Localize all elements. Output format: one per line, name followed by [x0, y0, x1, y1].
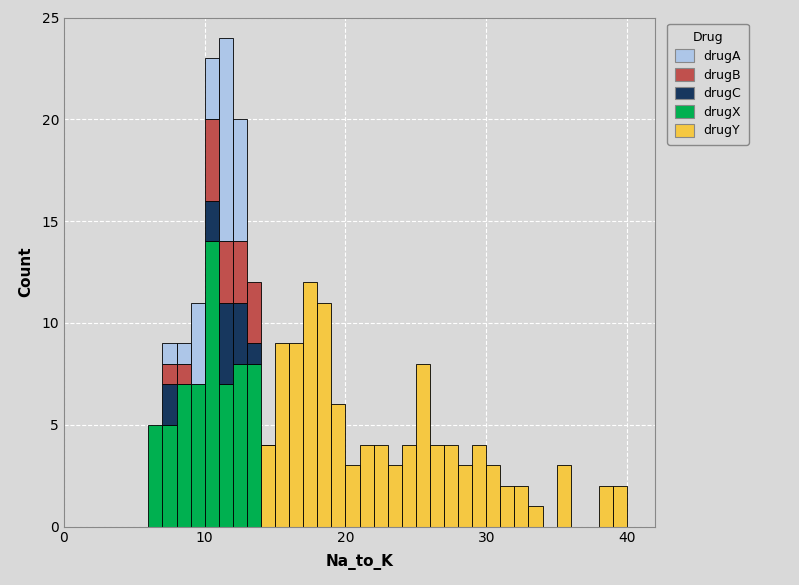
- Bar: [515, 486, 528, 526]
- Bar: [289, 343, 304, 526]
- Bar: [388, 466, 402, 526]
- Bar: [177, 343, 191, 364]
- Bar: [247, 364, 261, 526]
- Bar: [415, 364, 430, 526]
- Bar: [247, 282, 261, 343]
- Legend: drugA, drugB, drugC, drugX, drugY: drugA, drugB, drugC, drugX, drugY: [667, 24, 749, 145]
- Bar: [191, 384, 205, 526]
- Bar: [177, 384, 191, 526]
- Bar: [247, 343, 261, 364]
- Bar: [599, 486, 613, 526]
- Bar: [162, 425, 177, 526]
- Bar: [233, 242, 247, 302]
- Bar: [205, 119, 219, 201]
- Bar: [233, 119, 247, 242]
- Bar: [458, 466, 472, 526]
- Bar: [233, 364, 247, 526]
- Bar: [444, 445, 458, 526]
- Bar: [205, 242, 219, 526]
- Bar: [205, 58, 219, 119]
- Bar: [528, 506, 543, 526]
- Bar: [261, 445, 275, 526]
- Bar: [275, 343, 289, 526]
- Bar: [317, 302, 332, 526]
- Bar: [219, 38, 233, 242]
- Bar: [219, 242, 233, 302]
- Bar: [162, 364, 177, 384]
- Y-axis label: Count: Count: [18, 247, 33, 297]
- Bar: [472, 445, 487, 526]
- Bar: [162, 343, 177, 364]
- Bar: [233, 302, 247, 364]
- Bar: [149, 425, 162, 526]
- X-axis label: Na_to_K: Na_to_K: [326, 553, 393, 570]
- Bar: [332, 404, 345, 526]
- Bar: [500, 486, 515, 526]
- Bar: [177, 364, 191, 384]
- Bar: [402, 445, 415, 526]
- Bar: [430, 445, 444, 526]
- Bar: [219, 302, 233, 384]
- Bar: [360, 445, 374, 526]
- Bar: [374, 445, 388, 526]
- Bar: [219, 384, 233, 526]
- Bar: [191, 302, 205, 384]
- Bar: [557, 466, 570, 526]
- Bar: [487, 466, 500, 526]
- Bar: [613, 486, 627, 526]
- Bar: [205, 201, 219, 242]
- Bar: [162, 384, 177, 425]
- Bar: [261, 445, 275, 526]
- Bar: [345, 466, 360, 526]
- Bar: [304, 282, 317, 526]
